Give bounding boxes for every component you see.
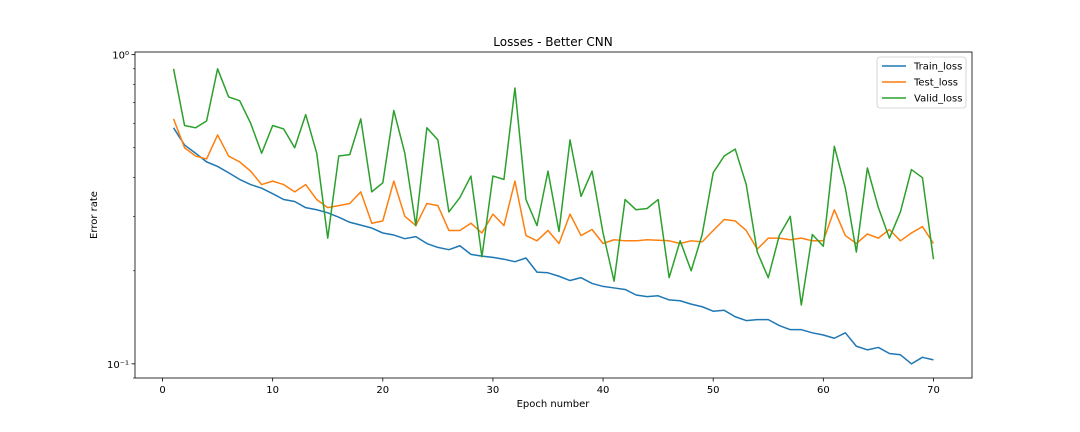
legend: Train_loss Test_loss Valid_loss: [876, 56, 967, 109]
legend-label-valid-loss: Valid_loss: [914, 94, 962, 105]
x-tick-label: 0: [159, 385, 165, 396]
y-tick-label: 10⁰: [112, 51, 129, 62]
y-axis: 10⁻¹ 10⁰: [107, 51, 135, 379]
axes-background: [135, 52, 972, 378]
legend-box: [876, 56, 967, 109]
x-axis-label: Epoch number: [517, 399, 591, 410]
x-tick-label: 70: [927, 385, 940, 396]
axes-frame: [134, 51, 973, 379]
legend-label-train-loss: Train_loss: [913, 62, 962, 73]
series-line-train-loss: [172, 127, 934, 365]
x-tick-label: 60: [817, 385, 830, 396]
x-tick-label: 20: [376, 385, 389, 396]
x-axis: 0 10 20 30 40 50 60 70: [159, 378, 940, 396]
axes-spines: [134, 51, 973, 379]
x-tick-label: 50: [707, 385, 720, 396]
series-line-valid-loss: [172, 68, 935, 306]
chart-title: Losses - Better CNN: [493, 35, 612, 49]
y-tick-label: 10⁻¹: [107, 360, 129, 371]
x-tick-label: 30: [487, 385, 500, 396]
series-layer: [172, 68, 935, 365]
y-axis-label: Error rate: [89, 191, 100, 239]
legend-label-test-loss: Test_loss: [913, 78, 958, 89]
x-tick-label: 40: [597, 385, 610, 396]
x-tick-label: 10: [266, 385, 279, 396]
series-line-test-loss: [172, 118, 935, 250]
plot-area: [135, 52, 972, 378]
